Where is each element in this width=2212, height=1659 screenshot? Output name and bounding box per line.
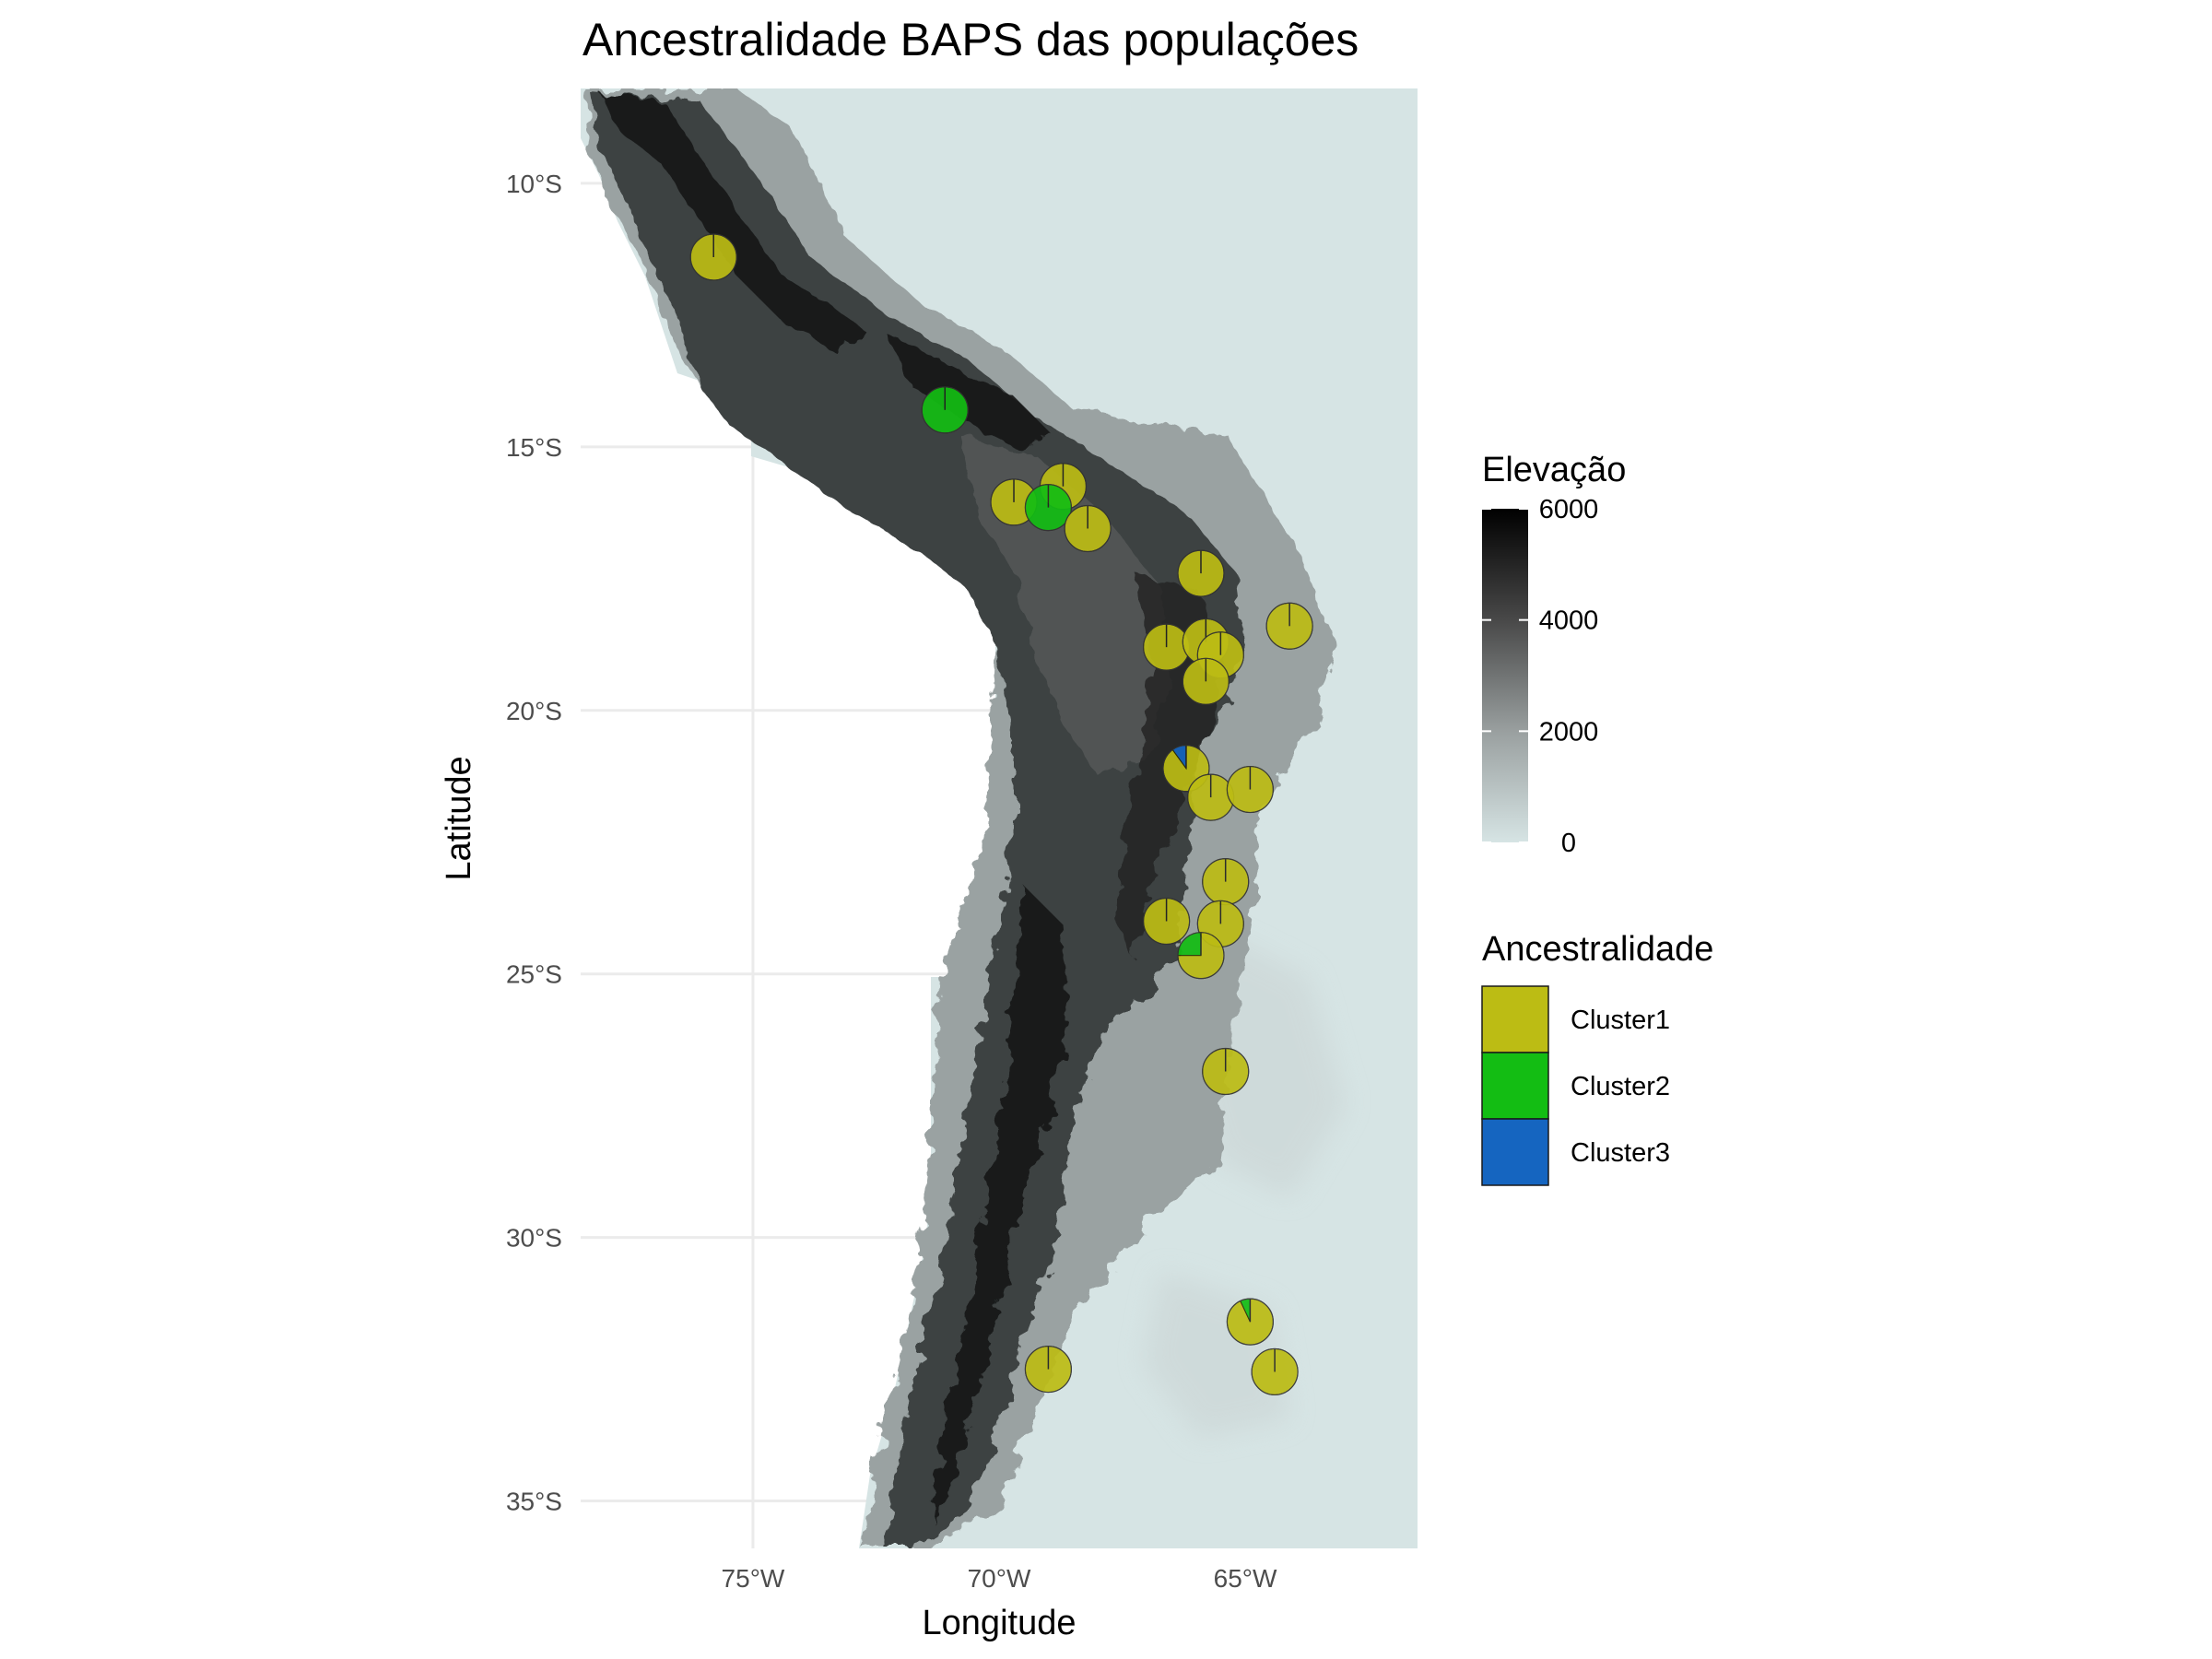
- population-pie-21: [1251, 1347, 1299, 1396]
- pie-outline: [1162, 745, 1210, 793]
- x-tick-labels: 75°W 70°W 65°W: [722, 1564, 1277, 1593]
- y-tick-label-3: 25°S: [506, 960, 562, 989]
- x-axis-title: Longitude: [923, 1604, 1077, 1642]
- ancestry-label-2: Cluster2: [1571, 1072, 1670, 1101]
- population-pie-5: [1064, 504, 1112, 553]
- y-tick-label-4: 30°S: [506, 1224, 562, 1253]
- pie-outline: [1265, 602, 1313, 650]
- population-pie-1: [921, 386, 969, 434]
- pie-outline: [1064, 504, 1112, 553]
- ancestry-label-3: Cluster3: [1571, 1138, 1670, 1168]
- pie-outline: [1177, 932, 1225, 980]
- elevation-legend: Elevação 6000 4000 2000 0: [1482, 451, 1626, 858]
- elevation-legend-ticks: 6000 4000 2000 0: [1482, 495, 1598, 858]
- y-tick-label-2: 20°S: [506, 697, 562, 725]
- elevation-tick-label-0: 6000: [1539, 495, 1599, 524]
- ancestry-key-1: [1481, 985, 1549, 1053]
- pie-outline: [1024, 1345, 1073, 1394]
- pie-outline: [1226, 765, 1275, 814]
- ancestry-legend: Ancestralidade Cluster1 Cluster2 Cluster3: [1481, 930, 1713, 1186]
- map-panel: [581, 88, 1418, 1548]
- population-pie-15: [1202, 858, 1250, 906]
- x-tick-label-2: 65°W: [1214, 1564, 1277, 1593]
- population-pie-6: [1177, 549, 1225, 597]
- pie-outline: [1024, 484, 1073, 532]
- y-axis-title: Latitude: [440, 756, 478, 880]
- andes-highlands: [590, 92, 1244, 1548]
- y-tick-labels: 10°S 15°S 20°S 25°S 30°S 35°S: [506, 170, 562, 1516]
- population-pie-4: [1024, 484, 1073, 532]
- population-pie-16: [1142, 897, 1191, 946]
- population-pie-20: [1226, 1298, 1275, 1346]
- population-pie-8: [1142, 623, 1191, 671]
- population-pie-22: [1024, 1345, 1073, 1394]
- elevation-tick-label-1: 4000: [1539, 606, 1599, 636]
- population-pie-18: [1177, 932, 1225, 980]
- pie-outline: [689, 233, 737, 281]
- pie-outline: [1202, 1047, 1250, 1096]
- pie-outline: [1182, 657, 1230, 705]
- population-pie-14: [1226, 765, 1275, 814]
- y-tick-label-0: 10°S: [506, 170, 562, 198]
- pie-outline: [921, 386, 969, 434]
- population-pie-0: [689, 233, 737, 281]
- population-pie-13: [1187, 773, 1235, 821]
- elevation-legend-title: Elevação: [1482, 451, 1626, 489]
- pie-outline: [1142, 897, 1191, 946]
- x-tick-label-1: 70°W: [968, 1564, 1031, 1593]
- elevation-tick-label-2: 2000: [1539, 717, 1599, 747]
- y-tick-label-1: 15°S: [506, 433, 562, 462]
- ancestry-label-1: Cluster1: [1571, 1006, 1670, 1035]
- y-tick-label-5: 35°S: [506, 1488, 562, 1516]
- population-pie-11: [1182, 657, 1230, 705]
- ancestry-key-3: [1481, 1118, 1549, 1186]
- map-title: Ancestralidade BAPS das populações: [582, 14, 1359, 65]
- andes-foothills: [585, 88, 1336, 1548]
- pie-outline: [1251, 1347, 1299, 1396]
- elevation-colorbar: [1482, 509, 1528, 842]
- ancestry-legend-title: Ancestralidade: [1482, 930, 1713, 969]
- pie-outline: [1177, 549, 1225, 597]
- ancestry-legend-items: Cluster1 Cluster2 Cluster3: [1481, 985, 1670, 1186]
- pie-outline: [1226, 1298, 1275, 1346]
- elevation-tick-label-3: 0: [1561, 829, 1576, 858]
- population-pies: [689, 233, 1313, 1396]
- x-tick-label-0: 75°W: [722, 1564, 785, 1593]
- population-pie-7: [1265, 602, 1313, 650]
- elevation-raster: [581, 88, 1418, 1548]
- ancestry-key-2: [1481, 1052, 1549, 1120]
- population-pie-19: [1202, 1047, 1250, 1096]
